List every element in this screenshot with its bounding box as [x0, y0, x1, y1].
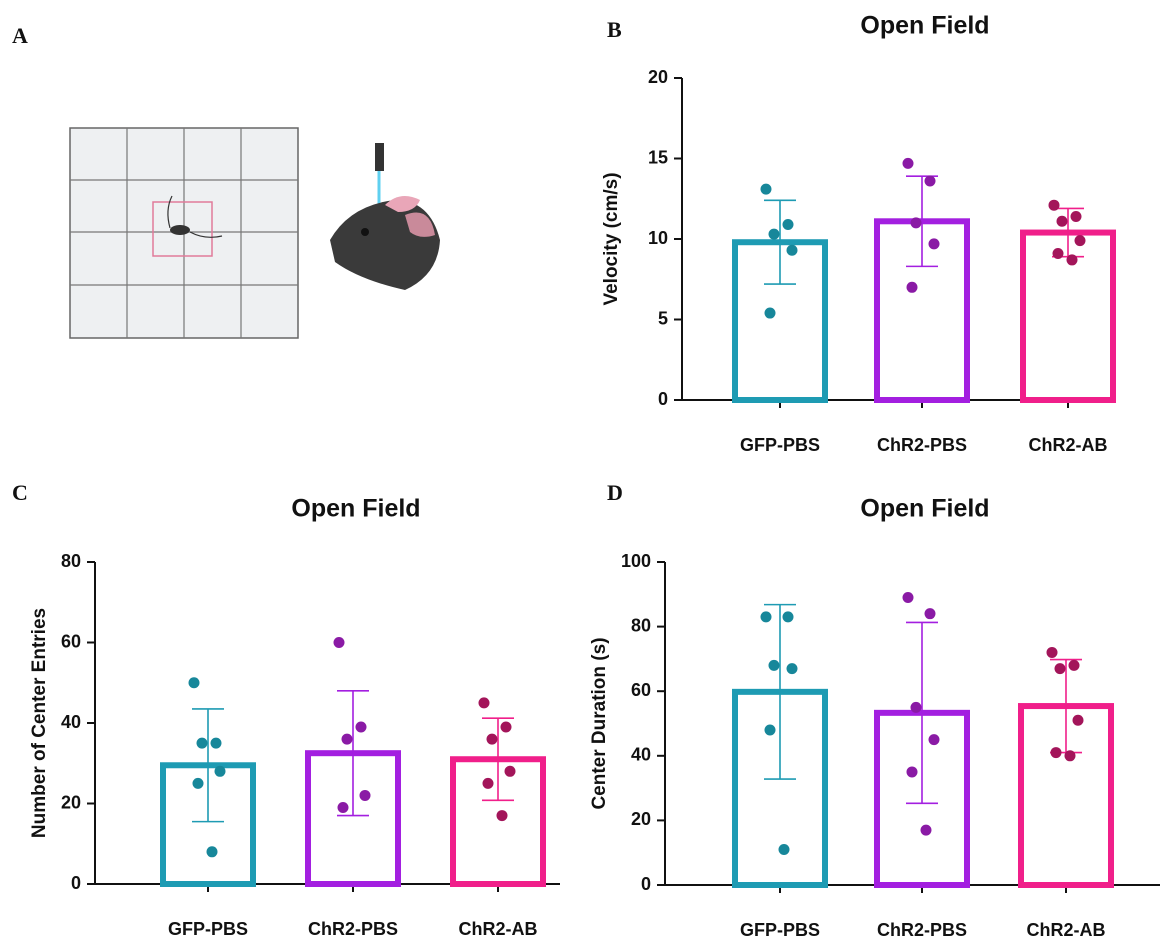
data-point [921, 825, 932, 836]
data-point [1053, 248, 1064, 259]
data-point [211, 738, 222, 749]
data-point [907, 282, 918, 293]
data-point [1051, 747, 1062, 758]
data-point [761, 611, 772, 622]
chart-title: Open Field [860, 495, 989, 523]
y-tick-label: 15 [648, 147, 668, 167]
data-point [769, 229, 780, 240]
data-point [929, 238, 940, 249]
data-point [479, 697, 490, 708]
data-point [1067, 254, 1078, 265]
y-tick-label: 20 [631, 809, 651, 829]
data-point [342, 734, 353, 745]
data-point [911, 217, 922, 228]
x-tick-label: GFP-PBS [740, 920, 820, 940]
data-point [929, 734, 940, 745]
data-point [193, 778, 204, 789]
data-point [207, 846, 218, 857]
data-point [783, 219, 794, 230]
data-point [360, 790, 371, 801]
data-point [911, 702, 922, 713]
data-point [501, 722, 512, 733]
x-tick-label: GFP-PBS [168, 919, 248, 939]
x-tick-label: ChR2-PBS [308, 919, 398, 939]
y-tick-label: 80 [61, 551, 81, 571]
data-point [1069, 660, 1080, 671]
y-tick-label: 60 [61, 631, 81, 651]
data-point [779, 844, 790, 855]
data-point [215, 766, 226, 777]
x-tick-label: ChR2-PBS [877, 920, 967, 940]
x-tick-label: ChR2-AB [1029, 435, 1108, 455]
panel-label: C [12, 480, 28, 505]
data-point [903, 158, 914, 169]
y-tick-label: 0 [658, 389, 668, 409]
data-point [189, 677, 200, 688]
y-tick-label: 20 [61, 792, 81, 812]
data-point [1071, 211, 1082, 222]
y-axis-label: Center Duration (s) [589, 637, 610, 809]
data-point [197, 738, 208, 749]
data-point [356, 722, 367, 733]
x-tick-label: ChR2-AB [459, 919, 538, 939]
page: {"panel_labels": ["A", "B", "C", "D"], "… [0, 0, 1164, 940]
data-point [1065, 750, 1076, 761]
x-tick-label: ChR2-PBS [877, 435, 967, 455]
data-point [765, 308, 776, 319]
y-tick-label: 40 [61, 712, 81, 732]
data-point [505, 766, 516, 777]
panel-label: B [607, 17, 622, 42]
y-tick-label: 5 [658, 308, 668, 328]
y-tick-label: 40 [631, 745, 651, 765]
data-point [1049, 200, 1060, 211]
y-tick-label: 60 [631, 680, 651, 700]
y-tick-label: 20 [648, 67, 668, 87]
data-point [787, 663, 798, 674]
panel-label: D [607, 480, 623, 505]
y-tick-label: 100 [621, 551, 651, 571]
x-tick-label: GFP-PBS [740, 435, 820, 455]
data-point [487, 734, 498, 745]
data-point [483, 778, 494, 789]
y-tick-label: 80 [631, 615, 651, 635]
data-point [1073, 715, 1084, 726]
data-point [338, 802, 349, 813]
data-point [765, 724, 776, 735]
illustration [70, 128, 440, 338]
y-tick-label: 10 [648, 228, 668, 248]
x-tick-label: ChR2-AB [1027, 920, 1106, 940]
data-point [334, 637, 345, 648]
y-tick-label: 0 [641, 874, 651, 894]
chart-title: Open Field [291, 495, 420, 523]
data-point [1055, 663, 1066, 674]
data-point [761, 184, 772, 195]
data-point [783, 611, 794, 622]
y-tick-label: 0 [71, 873, 81, 893]
data-point [1075, 235, 1086, 246]
data-point [497, 810, 508, 821]
data-point [925, 176, 936, 187]
panel-label: A [12, 23, 28, 48]
y-axis-label: Velocity (cm/s) [601, 172, 622, 305]
data-point [1057, 216, 1068, 227]
data-point [787, 245, 798, 256]
data-point [907, 766, 918, 777]
data-point [925, 608, 936, 619]
data-point [903, 592, 914, 603]
figure: A B C D Open Field Velocity (cm/s) 0 5 10 15 2… [0, 0, 1164, 940]
y-axis-label: Number of Center Entries [29, 608, 50, 838]
data-point [769, 660, 780, 671]
data-point [1047, 647, 1058, 658]
chart-title: Open Field [860, 12, 989, 40]
